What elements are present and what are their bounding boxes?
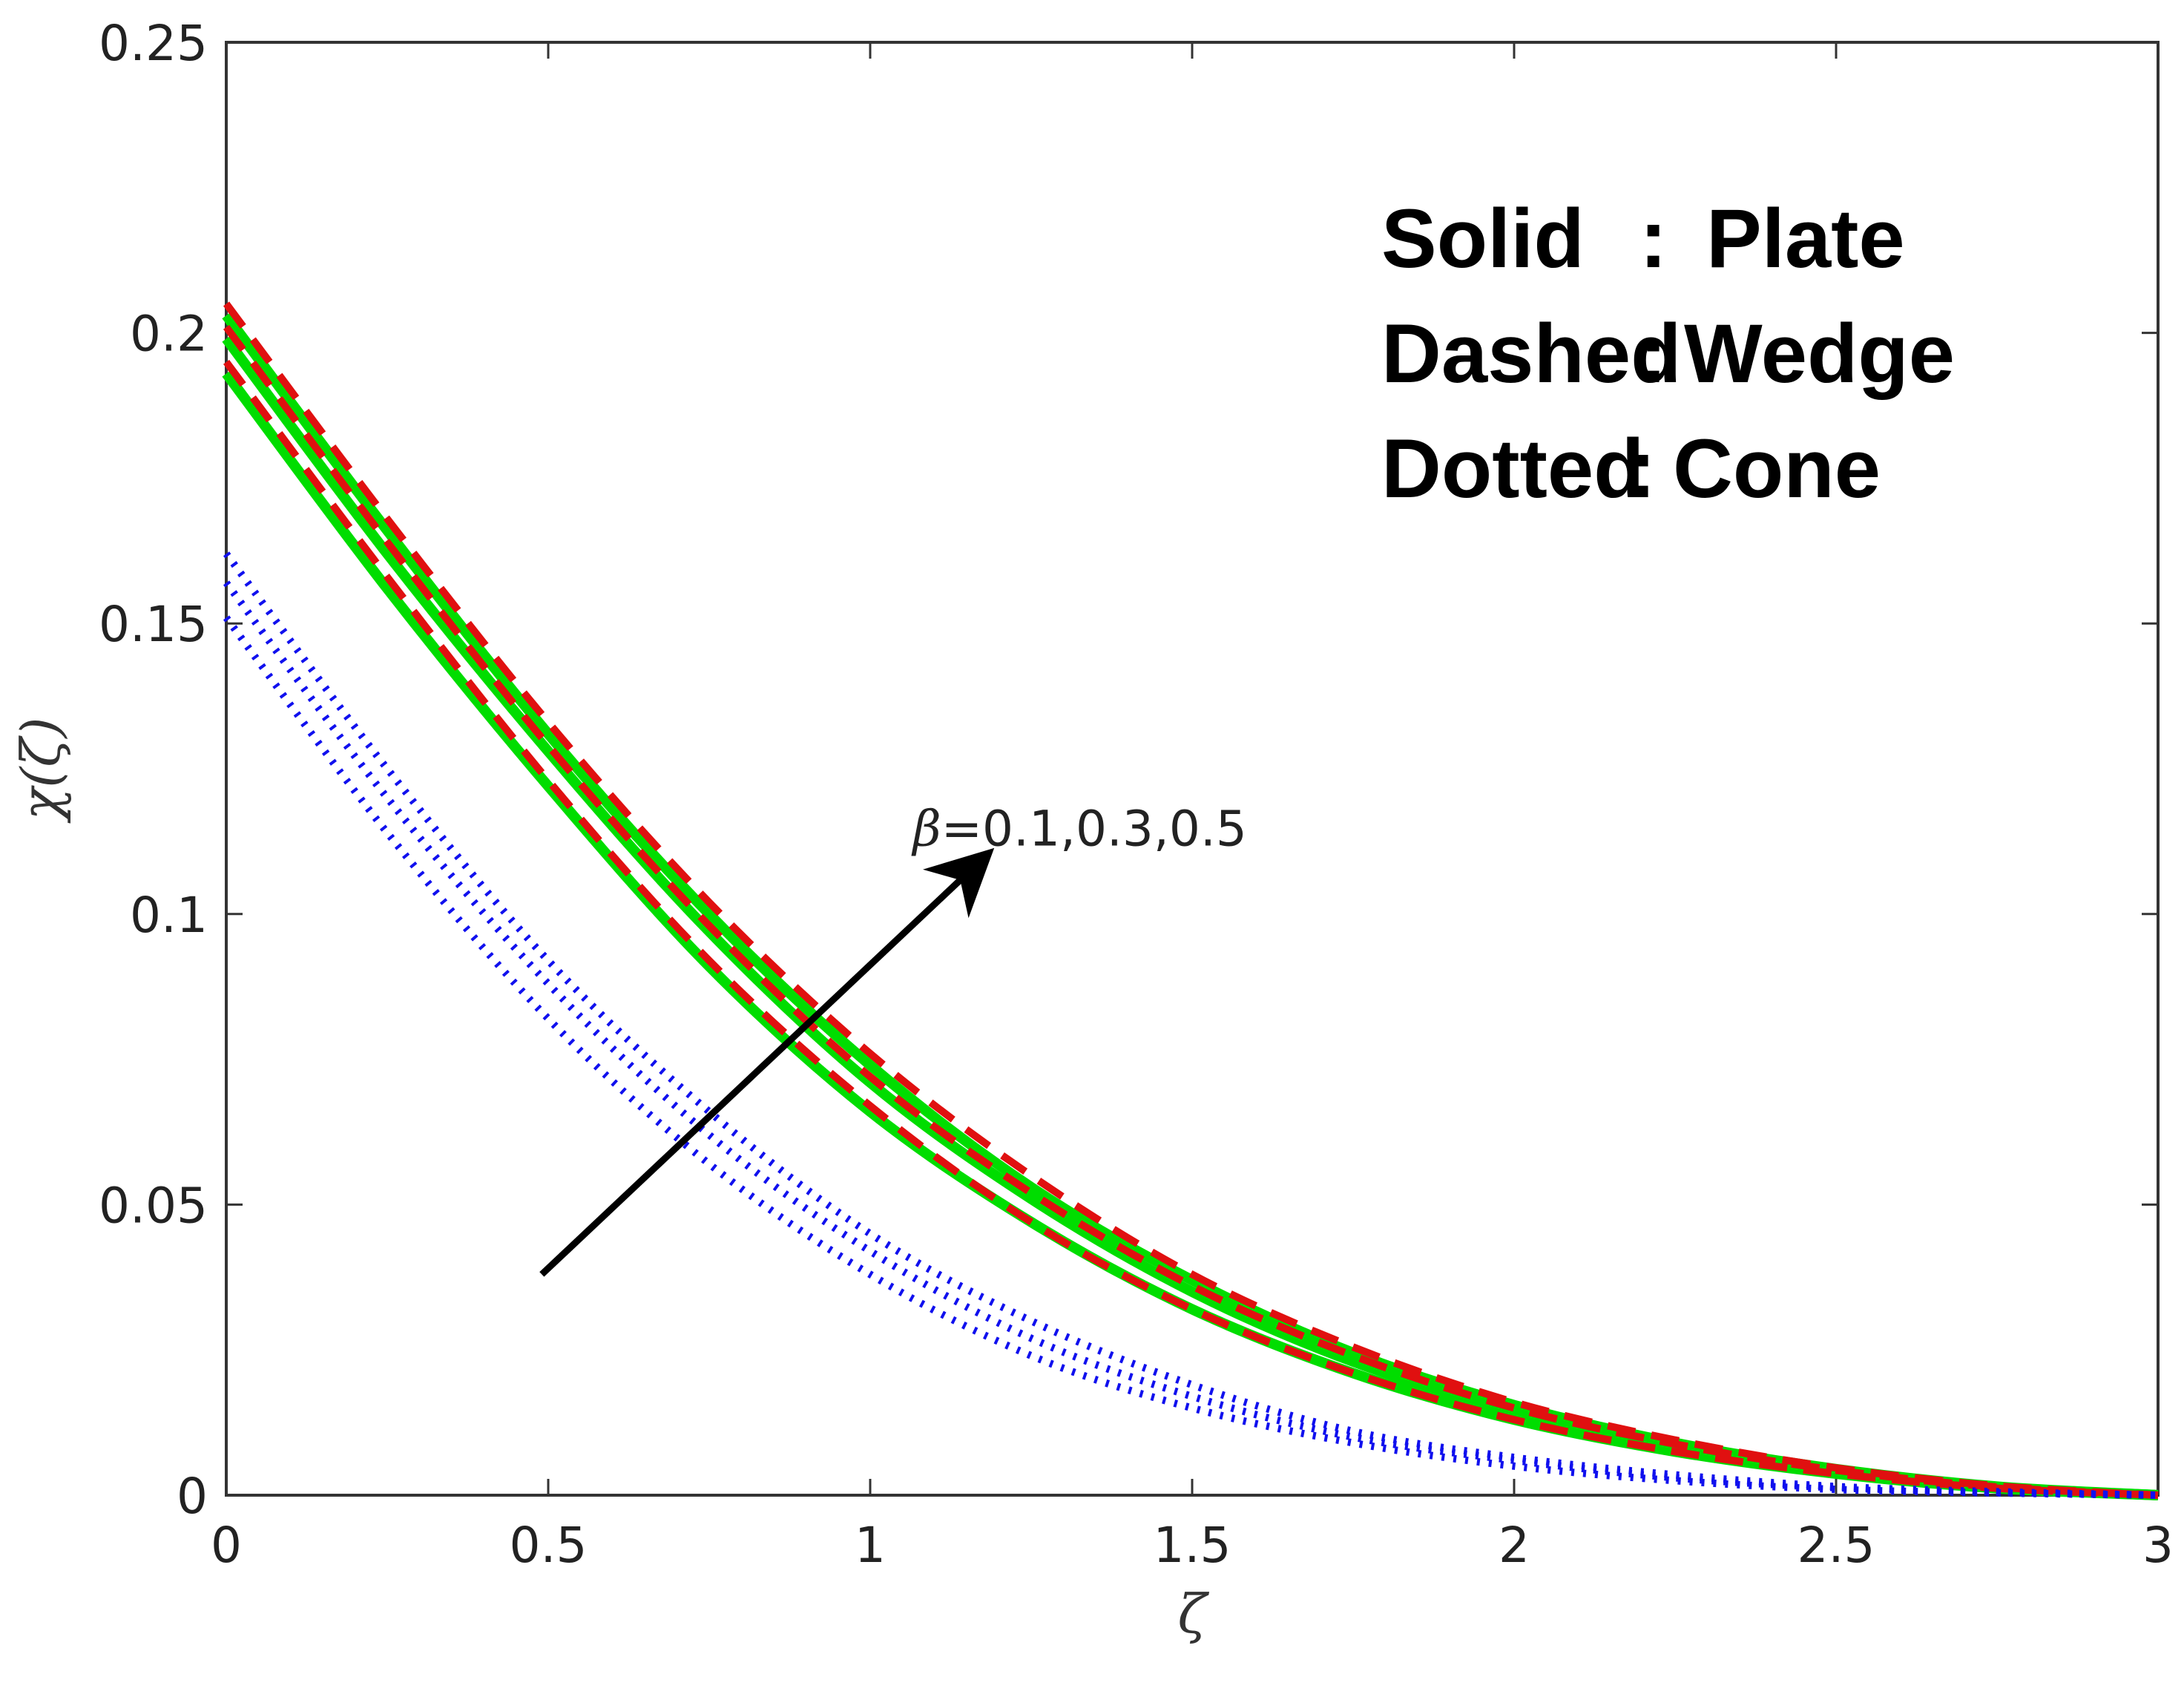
tick-labels: 0 0.5 1 1.5 2 2.5 3 0 0.05 0.1 0.15 0.2 0.25 [99,15,2174,1574]
legend-sep-solid: : [1639,192,1667,285]
x-tick-label: 1 [855,1517,886,1574]
y-tick-label: 0.25 [99,15,208,72]
beta-arrow [539,847,995,1277]
series-line-wedge [223,359,2159,1499]
legend-key-dashed: Dashed [1381,307,1682,400]
x-tick-label: 2.5 [1797,1517,1875,1574]
series-line-wedge [223,301,2159,1499]
y-tick-label: 0.1 [130,887,208,944]
beta-values: =0.1,0.3,0.5 [941,800,1247,857]
series-line-cone [223,551,2159,1499]
y-axis-label: χ(ζ) [10,718,72,824]
beta-label: β=0.1,0.3,0.5 [911,800,1247,857]
legend-key-solid: Solid [1381,192,1585,285]
x-tick-label: 3 [2142,1517,2174,1574]
beta-symbol: β [911,800,941,857]
y-tick-label: 0.15 [99,596,208,653]
legend-sep-dashed: : [1639,307,1667,400]
plot-area [225,41,2160,1497]
legend-sep-dotted: : [1628,422,1656,515]
x-tick-label: 0.5 [510,1517,588,1574]
legend-value-wedge: Wedge [1684,307,1955,400]
y-tick-label: 0 [177,1468,208,1525]
tick-marks [225,41,2160,1497]
x-axis-label: ζ [1177,1583,1209,1645]
x-tick-label: 2 [1499,1517,1530,1574]
x-tick-label: 1.5 [1154,1517,1231,1574]
y-tick-label: 0.05 [99,1177,208,1234]
x-tick-label: 0 [211,1517,242,1574]
annotation: β=0.1,0.3,0.5 [539,800,1247,1277]
legend-box: Solid : Plate Dashed : Wedge Dotted : Co… [1381,192,1955,515]
y-tick-label: 0.2 [130,306,208,363]
legend-value-plate: Plate [1706,192,1905,285]
legend-key-dotted: Dotted [1381,422,1645,515]
series-layer [222,301,2159,1500]
legend-value-cone: Cone [1673,422,1881,515]
